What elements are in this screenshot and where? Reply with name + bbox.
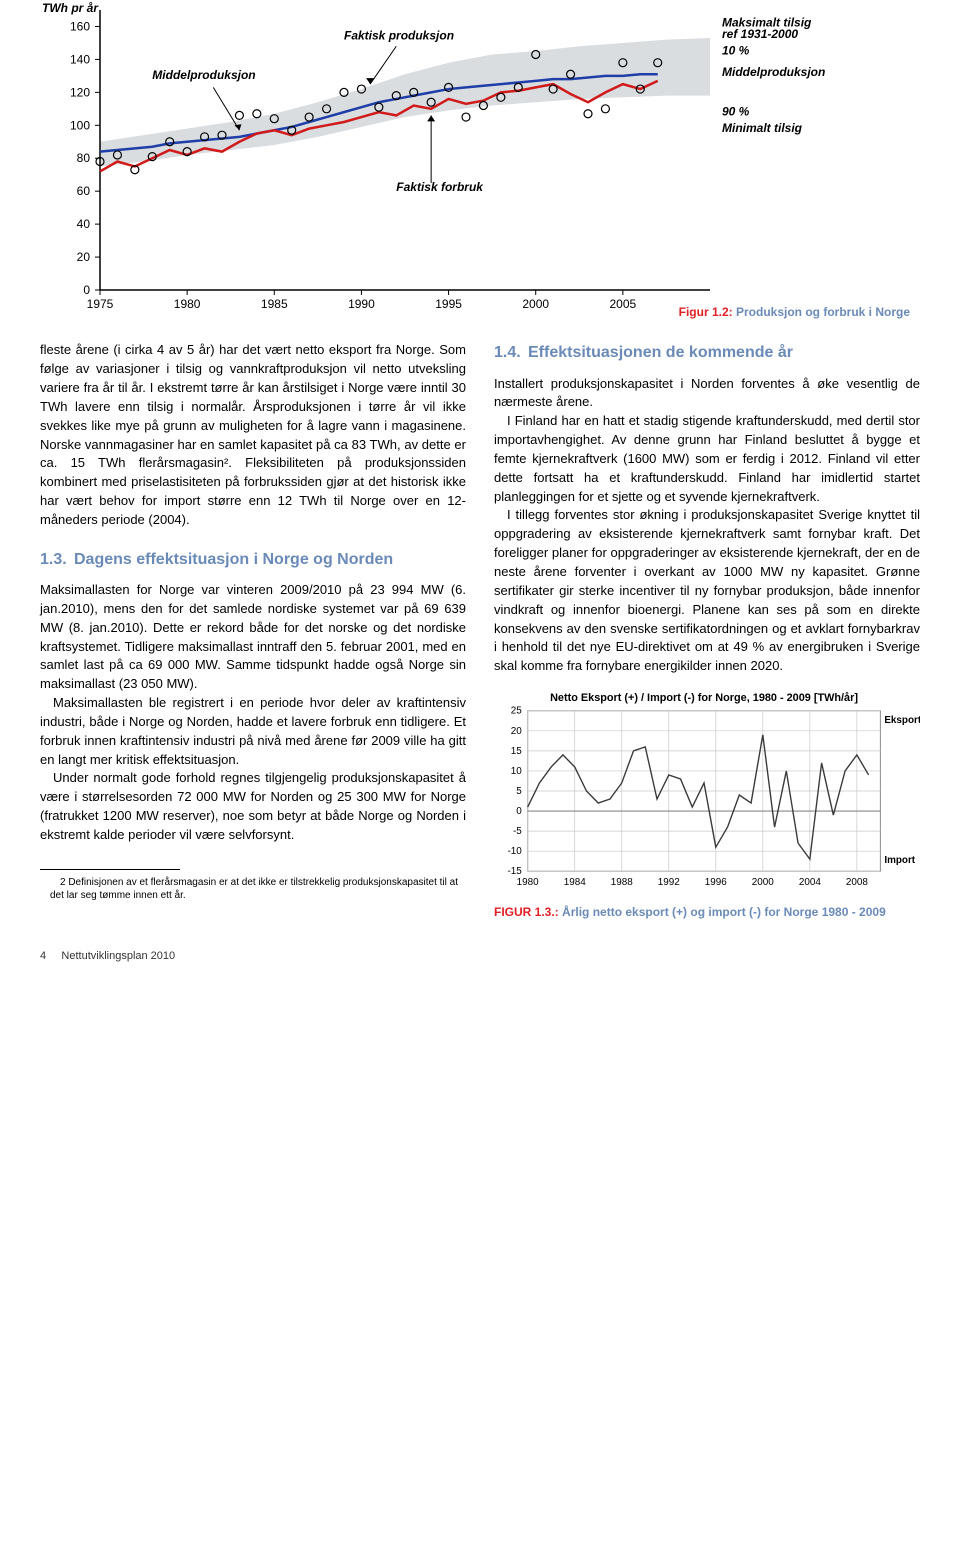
svg-text:Minimalt tilsig: Minimalt tilsig xyxy=(722,121,803,135)
para: Under normalt gode forhold regnes tilgje… xyxy=(40,769,466,844)
svg-text:90 %: 90 % xyxy=(722,104,750,118)
svg-text:2000: 2000 xyxy=(522,297,549,311)
svg-text:TWh pr år: TWh pr år xyxy=(42,1,99,15)
svg-text:1995: 1995 xyxy=(435,297,462,311)
production-consumption-chart: TWh pr år 0 20 40 60 80 100 120 140 160 1975 1980 19… xyxy=(40,0,920,340)
svg-text:ref 1931-2000: ref 1931-2000 xyxy=(722,27,798,41)
svg-text:2004: 2004 xyxy=(799,877,822,888)
right-column: 1.4. Effektsituasjonen de kommende år In… xyxy=(494,341,920,921)
figure-label: FIGUR 1.3.: xyxy=(494,905,559,919)
svg-text:120: 120 xyxy=(70,85,90,99)
para: fleste årene (i cirka 4 av 5 år) har det… xyxy=(40,341,466,529)
svg-text:1992: 1992 xyxy=(658,877,680,888)
svg-text:10: 10 xyxy=(511,766,523,777)
svg-text:2000: 2000 xyxy=(752,877,775,888)
svg-text:40: 40 xyxy=(77,217,91,231)
svg-text:160: 160 xyxy=(70,19,90,33)
svg-text:1980: 1980 xyxy=(517,877,540,888)
svg-text:Faktisk forbruk: Faktisk forbruk xyxy=(396,180,484,194)
doc-title: Nettutviklingsplan 2010 xyxy=(61,950,175,962)
heading-1-4: 1.4. Effektsituasjonen de kommende år xyxy=(494,341,920,364)
svg-text:80: 80 xyxy=(77,151,91,165)
svg-text:1984: 1984 xyxy=(564,877,587,888)
svg-text:15: 15 xyxy=(511,746,523,757)
footnote-rule xyxy=(40,869,180,870)
para: I tillegg forventes stor økning i produk… xyxy=(494,506,920,676)
para: I Finland har en hatt et stadig stigende… xyxy=(494,412,920,506)
svg-text:1975: 1975 xyxy=(87,297,114,311)
svg-text:0: 0 xyxy=(516,806,522,817)
page-footer: 4 Nettutviklingsplan 2010 xyxy=(40,949,920,965)
svg-text:Eksport: Eksport xyxy=(884,715,920,726)
body-columns: fleste årene (i cirka 4 av 5 år) har det… xyxy=(40,341,920,921)
svg-text:2005: 2005 xyxy=(610,297,637,311)
svg-text:Faktisk produksjon: Faktisk produksjon xyxy=(344,29,454,43)
svg-text:5: 5 xyxy=(516,786,522,797)
svg-text:60: 60 xyxy=(77,184,91,198)
svg-text:1996: 1996 xyxy=(705,877,728,888)
footnote-2: 2 Definisjonen av et flerårsmagasin er a… xyxy=(40,876,466,902)
svg-text:Netto Eksport (+) / Import (-): Netto Eksport (+) / Import (-) for Norge… xyxy=(550,692,858,704)
svg-text:-15: -15 xyxy=(507,866,522,877)
net-export-chart: Netto Eksport (+) / Import (-) for Norge… xyxy=(494,686,920,896)
svg-text:25: 25 xyxy=(511,706,523,717)
left-column: fleste årene (i cirka 4 av 5 år) har det… xyxy=(40,341,466,921)
page-number: 4 xyxy=(40,950,46,962)
svg-text:0: 0 xyxy=(83,283,90,297)
svg-text:1980: 1980 xyxy=(174,297,201,311)
svg-text:140: 140 xyxy=(70,52,90,66)
svg-text:100: 100 xyxy=(70,118,90,132)
heading-1-3: 1.3. Dagens effektsituasjon i Norge og N… xyxy=(40,548,466,571)
svg-text:1988: 1988 xyxy=(611,877,634,888)
svg-text:10 %: 10 % xyxy=(722,43,750,57)
para: Maksimallasten for Norge var vinteren 20… xyxy=(40,581,466,694)
svg-text:Middelproduksjon: Middelproduksjon xyxy=(722,65,825,79)
svg-text:20: 20 xyxy=(511,726,523,737)
figure-title: Årlig netto eksport (+) og import (-) fo… xyxy=(562,905,886,919)
para: Installert produksjonskapasitet i Norden… xyxy=(494,375,920,413)
svg-text:20: 20 xyxy=(77,250,91,264)
figure-1-3-caption: FIGUR 1.3.: Årlig netto eksport (+) og i… xyxy=(494,904,920,921)
svg-text:2008: 2008 xyxy=(846,877,869,888)
para: Maksimallasten ble registrert i en perio… xyxy=(40,694,466,769)
svg-text:1985: 1985 xyxy=(261,297,288,311)
svg-text:-5: -5 xyxy=(513,826,522,837)
svg-text:1990: 1990 xyxy=(348,297,375,311)
svg-text:Middelproduksjon: Middelproduksjon xyxy=(152,68,255,82)
svg-text:Import: Import xyxy=(884,855,915,866)
svg-text:-10: -10 xyxy=(507,846,522,857)
